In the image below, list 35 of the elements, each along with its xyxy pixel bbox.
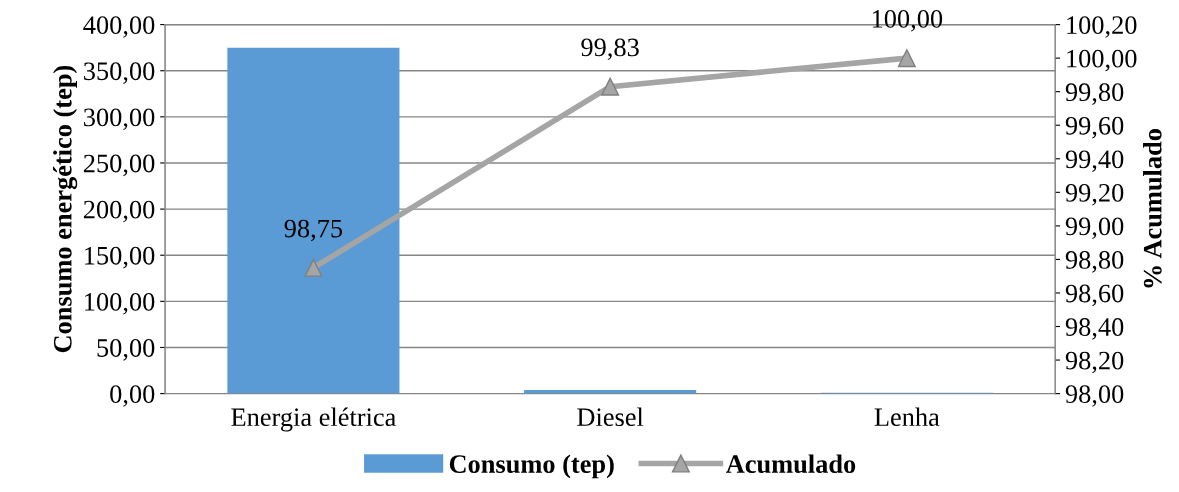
y-tick-label: 50,00 (97, 339, 155, 361)
y2-tick-label: 98,60 (1065, 284, 1124, 307)
y-tick-label: 100,00 (85, 292, 155, 315)
y-tick-label: 300,00 (84, 108, 155, 131)
y2-tick-label: 98,80 (1065, 251, 1124, 273)
y-tick-label: 250,00 (83, 154, 155, 177)
y2-tick-label: 99,20 (1065, 183, 1124, 206)
x-tick-label: Lenha (874, 407, 940, 427)
point (304, 258, 323, 277)
y2-tick-label: 100,20 (1067, 16, 1137, 38)
data-label: 98,75 (284, 219, 343, 242)
y2-tick-label: 98,00 (1065, 385, 1124, 407)
y2-tick-label: 99,80 (1065, 83, 1124, 105)
y-tick-label: 0,00 (110, 385, 155, 407)
y2-tick-label: 98,20 (1065, 351, 1124, 374)
y-tick-label: 350,00 (84, 62, 155, 84)
y2-tick-label: 99,00 (1065, 217, 1124, 240)
legend-label: Acumulado (725, 454, 856, 474)
point (601, 77, 620, 96)
y-axis-title: Consumo energético (tep) (53, 65, 78, 353)
point (897, 49, 916, 68)
y2-axis-title: % Acumulado (1143, 129, 1162, 288)
legend-label: Consumo (tep) (449, 454, 614, 479)
data-label: 100,00 (872, 9, 943, 32)
y-tick-label: 400,00 (83, 16, 155, 38)
y2-tick-label: 99,60 (1065, 116, 1124, 139)
y2-tick-label: 99,40 (1065, 150, 1124, 172)
y2-tick-label: 100,00 (1067, 49, 1137, 72)
bar (227, 47, 400, 394)
y-tick-label: 200,00 (83, 200, 155, 223)
y-tick-label: 150,00 (85, 246, 155, 269)
data-label: 99,83 (581, 38, 639, 61)
x-tick-label: Energia elétrica (231, 407, 396, 432)
y2-tick-label: 98,40 (1065, 318, 1124, 340)
x-tick-label: Diesel (577, 407, 644, 427)
